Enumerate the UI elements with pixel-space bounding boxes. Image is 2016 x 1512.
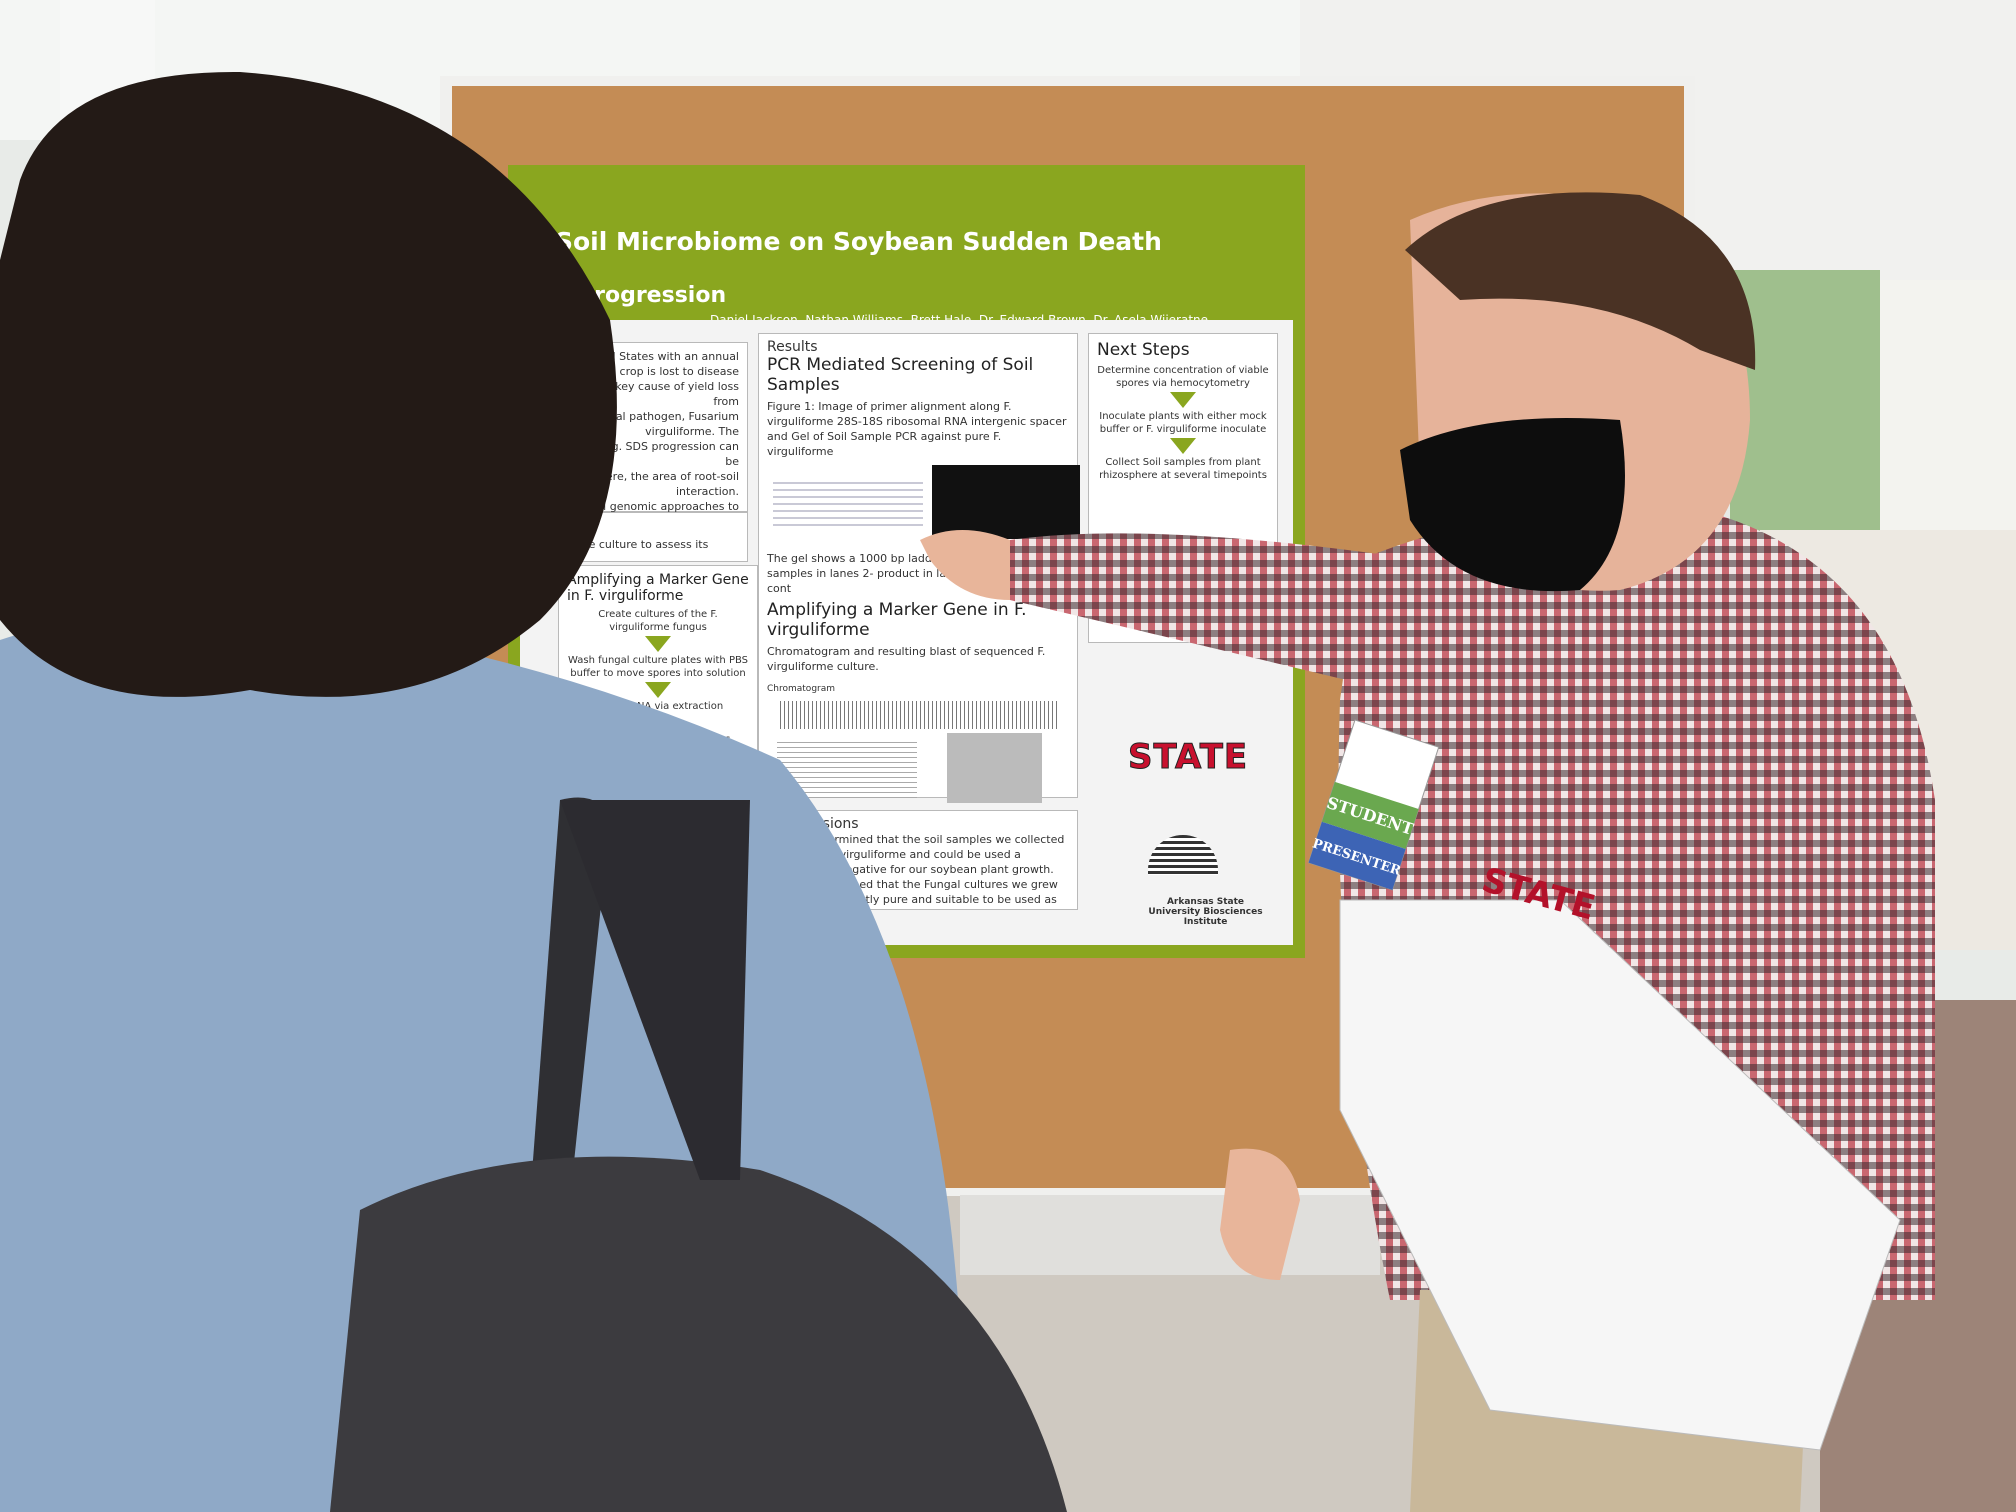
shape — [1339, 899, 1901, 1451]
shape — [1321, 781, 1419, 849]
step: Collect Soil samples from plant rhizosph… — [1099, 457, 1267, 481]
shape — [530, 797, 610, 1200]
shape — [1400, 418, 1625, 592]
micrograph — [947, 733, 1042, 803]
shape — [560, 800, 750, 1180]
caption: Chromatogram and resulting blast of sequ… — [767, 645, 1046, 673]
shape — [1405, 192, 1756, 370]
arrow — [1170, 392, 1196, 408]
poster-title: Soil Microbiome on Soybean Sudden Death — [555, 227, 1162, 256]
shape — [330, 1156, 1067, 1512]
arrow — [645, 636, 671, 652]
gel-image — [932, 465, 1080, 539]
step: Inoculate plants with either mock buffer… — [1099, 411, 1267, 435]
heading: Amplifying a Marker Gene in F. virgulifo… — [567, 572, 749, 604]
step: Create cultures of the F. virguliforme f… — [598, 609, 718, 633]
step: Isolate DNA via extraction — [592, 701, 724, 712]
shape — [920, 530, 1010, 600]
state-logo: STATE — [1127, 737, 1249, 778]
figure — [767, 459, 1080, 551]
heading: PCR Mediated Screening of Soil Samples — [767, 355, 1034, 395]
conclusion: We determined that the soil samples we c… — [789, 832, 1069, 877]
institute-name: Arkansas State University Biosciences In… — [1148, 897, 1263, 927]
chromatogram-label: Chromatogram — [767, 684, 836, 694]
steps: Determine concentration of viable spores… — [1097, 364, 1269, 482]
caption: Figure 1: Image of primer alignment alon… — [767, 400, 1067, 458]
step: Determine concentration of viable spores… — [1097, 365, 1269, 389]
shape — [960, 1195, 1380, 1275]
shape — [1220, 1148, 1300, 1280]
heading: Amplifying a Marker Gene in F. virgulifo… — [767, 600, 1027, 640]
chromatogram — [777, 701, 1059, 729]
conclusions-list: We determined that the soil samples we c… — [775, 832, 1069, 922]
shape — [1010, 533, 1430, 700]
intro-line: fungal pathogen, Fusarium virguliforme. … — [591, 410, 739, 438]
step: Wash fungal culture plates with PBS buff… — [568, 655, 748, 679]
intro-line: osphere, the area of root-soil interacti… — [579, 470, 740, 498]
arrow — [1170, 438, 1196, 454]
alignment-image — [773, 477, 923, 527]
right-person: STUDENT PRESENTER STATE — [920, 192, 1935, 1512]
shape — [1730, 270, 1880, 540]
intro-line: ean crop is lost to disease — [595, 365, 739, 378]
left-person — [0, 71, 1067, 1512]
shape — [1308, 821, 1406, 890]
poster-title: Progression — [578, 283, 727, 308]
label: Results — [767, 339, 818, 355]
arrow — [645, 682, 671, 698]
badge: STUDENT PRESENTER — [1308, 719, 1440, 891]
heading: Next Steps — [1097, 340, 1190, 360]
intro-line: nited States with an annual — [587, 350, 739, 363]
shape — [0, 71, 617, 697]
